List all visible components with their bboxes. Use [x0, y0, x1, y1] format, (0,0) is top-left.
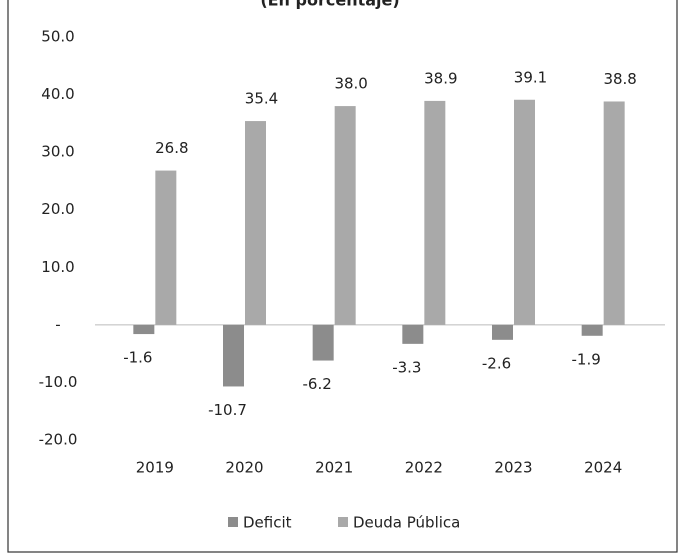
data-label: -2.6 — [482, 354, 511, 372]
bar — [581, 324, 603, 336]
bar — [424, 100, 446, 325]
bar — [402, 324, 424, 344]
x-tick-label: 2024 — [584, 459, 622, 477]
bar — [603, 101, 625, 325]
bar — [133, 324, 155, 335]
y-tick-label: 40.0 — [41, 85, 74, 103]
x-tick-label: 2019 — [136, 459, 174, 477]
chart-title: (En porcentaje) — [260, 0, 399, 10]
data-label: -3.3 — [392, 358, 421, 376]
legend-swatch — [228, 517, 238, 527]
bar — [312, 324, 334, 361]
bar — [514, 99, 535, 325]
y-tick-label: -20.0 — [39, 431, 78, 449]
bar — [245, 121, 266, 325]
y-tick-label: - — [55, 315, 60, 333]
y-tick-label: 20.0 — [41, 200, 74, 218]
y-tick-label: -10.0 — [39, 373, 78, 391]
bar — [155, 170, 177, 325]
data-label: 35.4 — [245, 90, 278, 108]
bar — [223, 324, 244, 387]
data-label: -1.9 — [572, 350, 601, 368]
y-tick-label: 50.0 — [41, 28, 74, 46]
x-tick-label: 2023 — [494, 459, 532, 477]
y-tick-label: 30.0 — [41, 143, 74, 161]
legend-swatch — [338, 517, 348, 527]
bar — [492, 324, 513, 340]
data-label: 26.8 — [155, 139, 188, 157]
legend-label: Deuda Pública — [353, 514, 460, 532]
frame — [7, 0, 678, 553]
data-label: 38.0 — [334, 75, 367, 93]
data-label: -6.2 — [303, 375, 332, 393]
x-tick-label: 2021 — [315, 459, 353, 477]
legend-label: Deficit — [243, 514, 292, 532]
x-tick-label: 2020 — [225, 459, 263, 477]
data-label: -10.7 — [208, 401, 247, 419]
y-tick-label: 10.0 — [41, 258, 74, 276]
data-label: -1.6 — [123, 349, 152, 367]
data-label: 38.8 — [603, 70, 636, 88]
x-tick-label: 2022 — [405, 459, 443, 477]
data-label: 39.1 — [514, 68, 547, 86]
data-label: 38.9 — [424, 69, 457, 87]
bar — [334, 106, 356, 325]
